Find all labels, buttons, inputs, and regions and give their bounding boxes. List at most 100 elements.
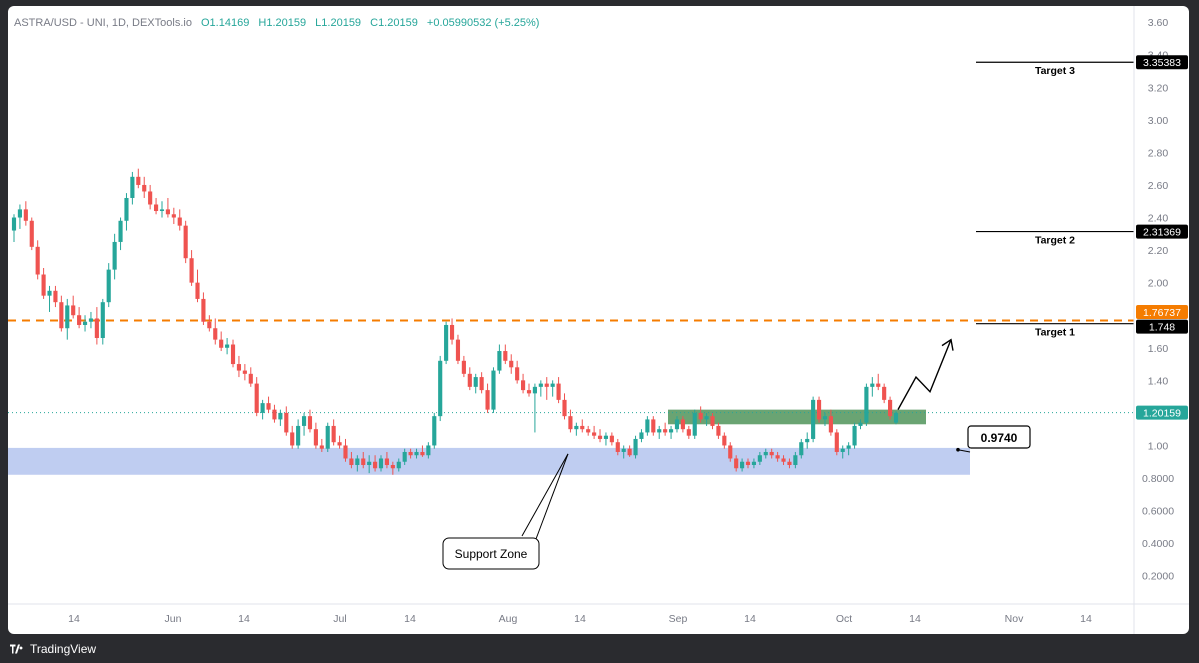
candle[interactable] xyxy=(313,422,318,449)
candle[interactable] xyxy=(319,438,324,452)
candle[interactable] xyxy=(142,176,147,198)
candlestick-chart[interactable]: Target 3 Target 2 Target 1 0.9740 Support Z… xyxy=(8,6,1189,634)
candle[interactable] xyxy=(757,451,762,466)
candle[interactable] xyxy=(787,458,792,469)
candle[interactable] xyxy=(242,364,247,381)
candle[interactable] xyxy=(751,458,757,469)
candle[interactable] xyxy=(94,307,99,345)
tradingview-footer[interactable]: TradingView xyxy=(10,640,96,658)
candle[interactable] xyxy=(402,448,407,466)
candle[interactable] xyxy=(432,412,437,449)
candle[interactable] xyxy=(349,451,354,469)
candle[interactable] xyxy=(236,355,242,378)
candle[interactable] xyxy=(485,383,490,413)
candle[interactable] xyxy=(337,435,342,449)
candle[interactable] xyxy=(633,435,638,459)
projection-path[interactable] xyxy=(897,339,952,410)
candle[interactable] xyxy=(260,399,265,420)
candle[interactable] xyxy=(29,217,34,251)
candle[interactable] xyxy=(367,455,372,474)
candle[interactable] xyxy=(698,406,703,423)
candle[interactable] xyxy=(71,295,76,319)
candle[interactable] xyxy=(550,380,555,397)
candle[interactable] xyxy=(47,285,52,312)
candle[interactable] xyxy=(852,422,857,449)
candle[interactable] xyxy=(716,422,721,439)
candle[interactable] xyxy=(538,380,543,397)
candle[interactable] xyxy=(420,445,425,457)
candle[interactable] xyxy=(479,372,484,394)
candle[interactable] xyxy=(781,455,786,466)
candle[interactable] xyxy=(704,412,709,426)
candle[interactable] xyxy=(396,458,401,472)
candle[interactable] xyxy=(822,412,828,426)
candle[interactable] xyxy=(893,411,899,425)
candle[interactable] xyxy=(639,429,644,443)
support-zone[interactable] xyxy=(8,447,970,475)
candle[interactable] xyxy=(734,455,739,472)
candle[interactable] xyxy=(858,419,863,430)
candle[interactable] xyxy=(763,448,768,459)
candle[interactable] xyxy=(201,292,206,325)
candle[interactable] xyxy=(153,197,159,215)
candle[interactable] xyxy=(183,220,188,264)
candle[interactable] xyxy=(888,396,893,420)
candle[interactable] xyxy=(77,307,82,329)
candle[interactable] xyxy=(846,442,851,456)
candle[interactable] xyxy=(627,445,632,457)
candle[interactable] xyxy=(449,318,455,345)
candle[interactable] xyxy=(272,404,277,423)
support-zone-callout[interactable] xyxy=(442,537,540,570)
callout-box[interactable] xyxy=(967,425,1031,449)
candle[interactable] xyxy=(497,344,502,374)
candle[interactable] xyxy=(811,396,816,443)
candle[interactable] xyxy=(301,412,307,436)
price-tag-current[interactable]: 1.20159 xyxy=(1136,405,1188,420)
candle[interactable] xyxy=(325,422,330,452)
candle[interactable] xyxy=(59,295,64,332)
candle[interactable] xyxy=(219,331,224,352)
candle[interactable] xyxy=(112,233,117,280)
candle[interactable] xyxy=(793,451,798,469)
candle[interactable] xyxy=(118,217,123,251)
candle[interactable] xyxy=(373,455,378,472)
candle[interactable] xyxy=(592,425,597,439)
candle[interactable] xyxy=(361,451,366,469)
candle[interactable] xyxy=(343,438,348,462)
candle[interactable] xyxy=(414,448,419,459)
candle[interactable] xyxy=(805,432,810,449)
candle[interactable] xyxy=(503,344,508,365)
candle[interactable] xyxy=(840,445,845,459)
candle[interactable] xyxy=(728,442,733,462)
candle[interactable] xyxy=(568,409,573,433)
candle[interactable] xyxy=(148,184,153,210)
candle[interactable] xyxy=(562,393,567,420)
breakout-zone[interactable] xyxy=(668,409,926,425)
candle[interactable] xyxy=(621,445,626,459)
candle[interactable] xyxy=(171,207,176,225)
candle[interactable] xyxy=(35,240,40,280)
candle[interactable] xyxy=(651,416,656,436)
candle[interactable] xyxy=(65,298,70,340)
candle[interactable] xyxy=(473,373,478,394)
candle[interactable] xyxy=(53,285,58,308)
candle[interactable] xyxy=(692,409,697,439)
candle[interactable] xyxy=(532,383,537,433)
candle[interactable] xyxy=(307,409,313,433)
candle[interactable] xyxy=(521,373,526,394)
candle[interactable] xyxy=(195,269,200,303)
candle[interactable] xyxy=(88,311,94,329)
candle[interactable] xyxy=(248,367,253,387)
candle[interactable] xyxy=(491,367,496,413)
candle[interactable] xyxy=(254,377,259,417)
candle[interactable] xyxy=(799,438,804,459)
candle[interactable] xyxy=(165,197,170,218)
candle[interactable] xyxy=(657,425,662,439)
candle[interactable] xyxy=(509,354,514,374)
candle[interactable] xyxy=(580,419,585,433)
candle[interactable] xyxy=(828,409,833,436)
candle[interactable] xyxy=(645,416,650,436)
candle[interactable] xyxy=(17,204,22,229)
candle[interactable] xyxy=(686,425,691,439)
candle[interactable] xyxy=(390,461,395,475)
